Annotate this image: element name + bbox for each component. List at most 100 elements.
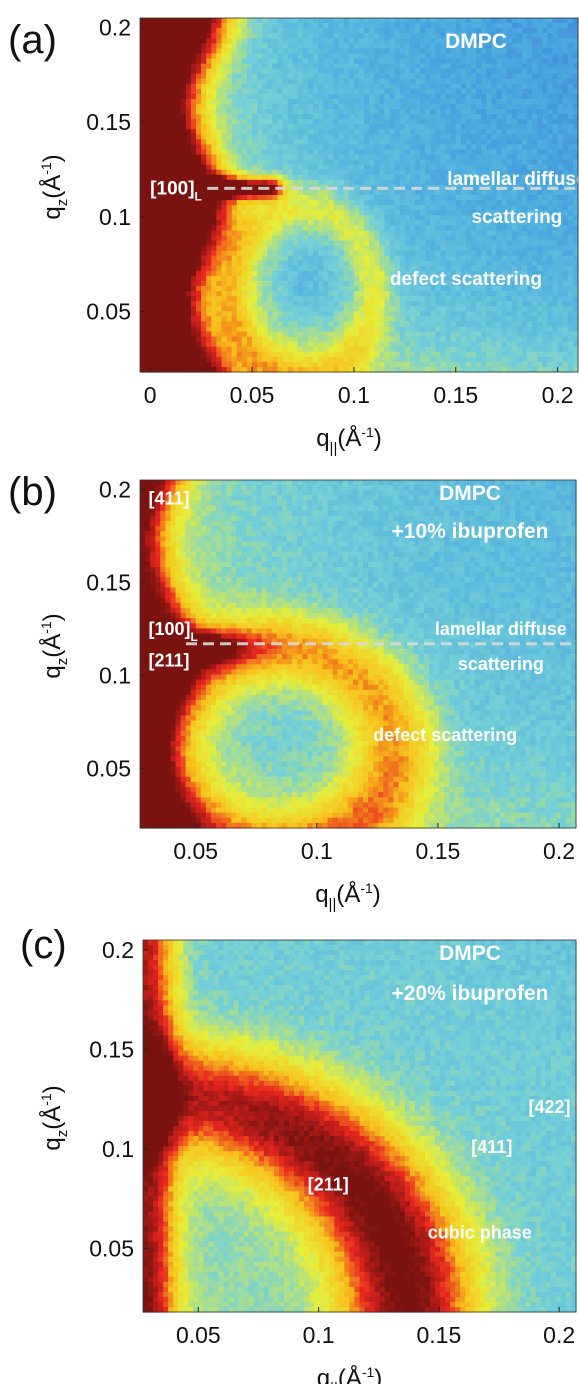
heatmap-cell	[425, 139, 431, 146]
heatmap-cell	[272, 43, 279, 49]
heatmap-cell	[430, 38, 436, 44]
heatmap-cell	[302, 316, 309, 323]
heatmap-cell	[364, 134, 370, 140]
heatmap-cell	[409, 311, 416, 317]
heatmap-cell	[389, 356, 396, 363]
heatmap-cell	[252, 68, 258, 75]
heatmap-cell	[313, 346, 319, 353]
heatmap-cell	[206, 169, 212, 176]
heatmap-cell	[445, 23, 452, 29]
heatmap-cell	[471, 356, 477, 363]
heatmap-cell	[440, 63, 447, 70]
heatmap-cell	[165, 265, 172, 272]
heatmap-cell	[343, 33, 350, 39]
heatmap-cell	[333, 311, 340, 317]
heatmap-cell	[409, 68, 416, 75]
heatmap-cell	[257, 33, 263, 39]
heatmap-cell	[440, 23, 447, 29]
heatmap-cell	[175, 326, 182, 333]
heatmap-cell	[180, 83, 187, 90]
heatmap-cell	[374, 220, 380, 226]
heatmap-cell	[460, 93, 467, 100]
heatmap-cell	[262, 88, 268, 95]
heatmap-cell	[404, 48, 411, 54]
heatmap-cell	[140, 326, 146, 333]
heatmap-cell	[231, 336, 238, 343]
heatmap-cell	[160, 48, 167, 54]
heatmap-cell	[170, 280, 177, 287]
heatmap-cell	[282, 119, 289, 125]
heatmap-cell	[369, 230, 375, 237]
heatmap-cell	[180, 306, 187, 312]
heatmap-cell	[211, 23, 217, 29]
heatmap-cell	[359, 245, 365, 252]
heatmap-cell	[420, 336, 426, 343]
heatmap-cell	[496, 306, 503, 312]
heatmap-cell	[267, 240, 274, 247]
heatmap-cell	[231, 78, 238, 85]
heatmap-cell	[323, 83, 330, 90]
heatmap-cell	[328, 245, 335, 252]
heatmap-cell	[435, 356, 442, 363]
heatmap-cell	[435, 23, 442, 29]
heatmap-cell	[496, 291, 503, 297]
heatmap-cell	[364, 321, 370, 328]
heatmap-cell	[160, 189, 167, 196]
heatmap-cell	[394, 63, 401, 70]
heatmap-cell	[155, 200, 161, 206]
heatmap-cell	[252, 286, 258, 292]
heatmap-cell	[226, 78, 233, 85]
heatmap-cell	[287, 134, 294, 140]
heatmap-cell	[277, 240, 284, 247]
heatmap-cell	[379, 280, 386, 287]
heatmap-cell	[165, 255, 172, 262]
heatmap-cell	[471, 154, 477, 161]
heatmap-cell	[221, 134, 228, 140]
heatmap-cell	[455, 270, 462, 277]
heatmap-cell	[364, 114, 370, 120]
heatmap-cell	[430, 331, 436, 338]
heatmap-cell	[180, 245, 187, 252]
heatmap-cell	[272, 366, 279, 373]
heatmap-cell	[185, 301, 192, 307]
heatmap-cell	[190, 189, 197, 196]
heatmap-cell	[246, 119, 253, 125]
heatmap-cell	[211, 321, 217, 328]
heatmap-cell	[364, 33, 370, 39]
heatmap-cell	[328, 38, 335, 44]
heatmap-cell	[318, 119, 324, 125]
heatmap-cell	[476, 93, 482, 100]
heatmap-cell	[481, 18, 487, 24]
heatmap-cell	[308, 134, 314, 140]
heatmap-cell	[455, 235, 462, 242]
heatmap-cell	[272, 33, 279, 39]
heatmap-cell	[496, 139, 503, 146]
heatmap-cell	[287, 149, 294, 156]
heatmap-cell	[160, 361, 167, 368]
heatmap-cell	[369, 174, 375, 181]
heatmap-cell	[287, 18, 294, 24]
heatmap-cell	[425, 93, 431, 100]
heatmap-cell	[170, 98, 177, 105]
heatmap-cell	[241, 311, 248, 317]
heatmap-cell	[435, 326, 442, 333]
heatmap-cell	[287, 361, 294, 368]
heatmap-cell	[455, 336, 462, 343]
heatmap-cell	[246, 23, 253, 29]
heatmap-cell	[323, 351, 330, 358]
heatmap-cell	[302, 58, 309, 65]
heatmap-cell	[338, 134, 345, 140]
heatmap-cell	[155, 109, 161, 115]
heatmap-cell	[338, 83, 345, 90]
heatmap-cell	[440, 139, 447, 146]
heatmap-cell	[359, 326, 365, 333]
heatmap-cell	[409, 174, 416, 181]
heatmap-cell	[241, 275, 248, 282]
heatmap-cell	[267, 270, 274, 277]
heatmap-cell	[471, 225, 477, 231]
heatmap-cell	[252, 88, 258, 95]
heatmap-cell	[267, 83, 274, 90]
heatmap-cell	[348, 48, 355, 54]
heatmap-cell	[155, 195, 161, 201]
heatmap-cell	[302, 159, 309, 166]
